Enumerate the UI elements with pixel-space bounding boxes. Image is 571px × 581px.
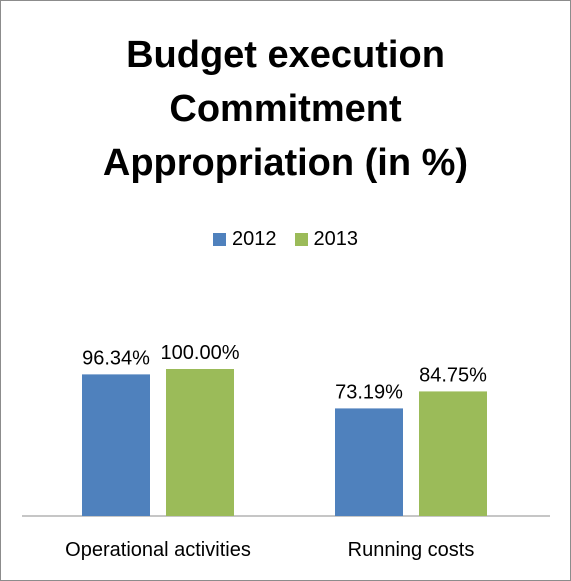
data-label-2013-operational-activities: 100.00% [161,342,240,364]
data-label-2013-running-costs: 84.75% [419,364,487,386]
legend-swatch-2013 [294,233,308,246]
legend-swatch-2012 [213,233,226,246]
data-label-2012-operational-activities: 96.34% [82,347,150,369]
chart-title-line: Commitment [169,88,402,130]
bar-2013-operational-activities [166,369,234,516]
chart-title-line: Budget execution [126,34,445,76]
bars-group: 96.34% 100.00% Operational activities 73.19… [65,342,487,561]
bar-2013-running-costs [419,391,487,516]
legend-item-2013: 2013 [294,228,359,251]
bar-2012-operational-activities [82,374,150,516]
bar-2012-running-costs [335,408,403,516]
data-label-2012-running-costs: 73.19% [335,381,403,403]
chart-legend: 2012 2013 [0,228,571,251]
category-label-operational-activities: Operational activities [65,539,251,561]
legend-label-2012: 2012 [232,228,277,250]
chart-title-line: Appropriation (in %) [102,142,469,184]
category-label-running-costs: Running costs [348,539,475,561]
legend-item-2012: 2012 [213,228,277,251]
chart-title: Budget execution Commitment Appropriatio… [0,28,571,190]
legend-label-2013: 2013 [313,228,359,250]
